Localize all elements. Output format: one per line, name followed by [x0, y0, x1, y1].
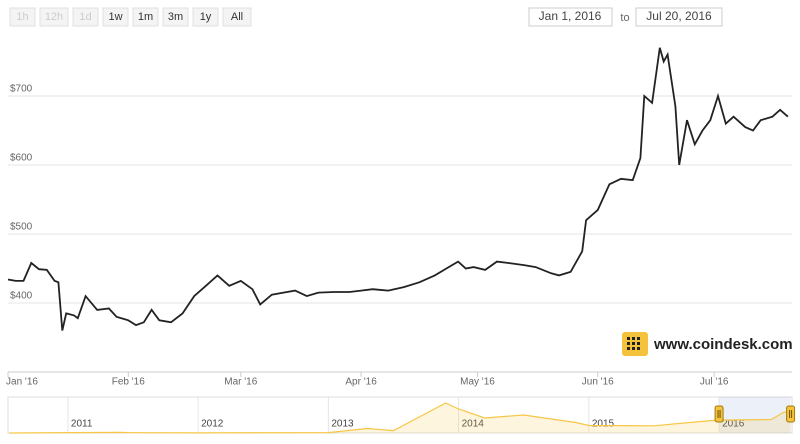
- range-button-label[interactable]: 1m: [138, 11, 153, 23]
- date-from[interactable]: Jan 1, 2016: [539, 9, 602, 23]
- watermark: www.coindesk.com: [653, 336, 793, 353]
- x-tick-label: Apr '16: [345, 377, 377, 388]
- x-tick-label: Jan '16: [6, 377, 38, 388]
- date-from-box[interactable]: [528, 7, 613, 27]
- y-tick-label: $500: [10, 222, 33, 233]
- range-button-label[interactable]: 1w: [108, 11, 122, 23]
- navigator-tick-label: 2016: [722, 419, 745, 430]
- x-tick-label: Jul '16: [700, 377, 729, 388]
- navigator-tick-label: 2014: [462, 419, 485, 430]
- navigator-tick-label: 2011: [71, 419, 93, 430]
- date-to[interactable]: Jul 20, 2016: [646, 9, 712, 23]
- range-button[interactable]: [162, 7, 189, 27]
- range-button-label: 12h: [45, 11, 63, 23]
- range-button-label[interactable]: 3m: [168, 11, 183, 23]
- y-tick-label: $700: [10, 84, 33, 95]
- range-button: [39, 7, 69, 27]
- range-button[interactable]: [222, 7, 252, 27]
- range-button-label: 1h: [16, 11, 28, 23]
- y-tick-label: $600: [10, 153, 33, 164]
- x-tick-label: May '16: [460, 377, 495, 388]
- date-to-box[interactable]: [635, 7, 723, 27]
- date-to-label: to: [620, 12, 629, 24]
- range-button[interactable]: [192, 7, 219, 27]
- x-tick-label: Jun '16: [582, 377, 614, 388]
- navigator-handle[interactable]: [786, 405, 796, 423]
- price-line: [7, 47, 789, 331]
- range-button-label: 1d: [79, 11, 91, 23]
- x-tick-label: Feb '16: [112, 377, 145, 388]
- range-button[interactable]: [132, 7, 159, 27]
- range-button: [72, 7, 99, 27]
- range-button-label[interactable]: All: [231, 11, 243, 23]
- navigator-handle[interactable]: [714, 405, 724, 423]
- range-button[interactable]: [102, 7, 129, 27]
- y-tick-label: $400: [10, 291, 33, 302]
- logo-dots: [627, 337, 640, 350]
- navigator-tick-label: 2015: [592, 419, 615, 430]
- navigator-area: [9, 403, 791, 433]
- range-button: [9, 7, 36, 27]
- navigator-tick-label: 2013: [331, 419, 354, 430]
- x-tick-label: Mar '16: [224, 377, 257, 388]
- navigator-tick-label: 2012: [201, 419, 224, 430]
- range-button-label[interactable]: 1y: [200, 11, 212, 23]
